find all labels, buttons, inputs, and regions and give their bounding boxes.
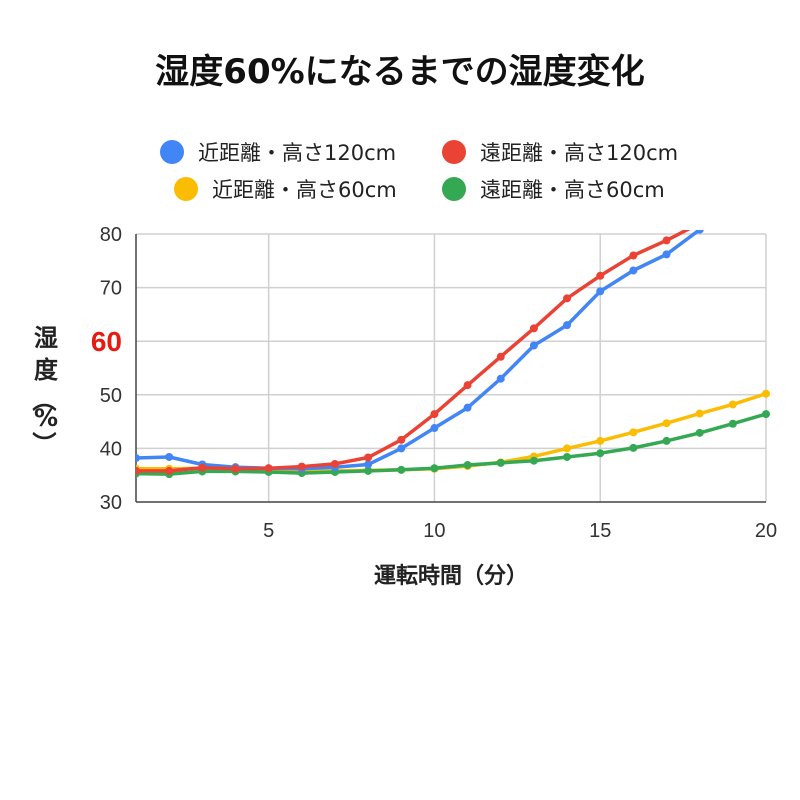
y-tick-label: 80 bbox=[100, 224, 122, 246]
legend-marker-icon bbox=[442, 140, 466, 164]
data-point bbox=[397, 465, 406, 474]
data-point bbox=[165, 466, 174, 475]
data-point bbox=[662, 419, 671, 428]
y-tick-label: 30 bbox=[100, 492, 122, 514]
legend-item-far-60: 遠距離・高さ60cm bbox=[442, 174, 665, 204]
data-point bbox=[662, 236, 671, 245]
data-point bbox=[762, 187, 770, 195]
data-point bbox=[297, 462, 306, 471]
data-point bbox=[463, 461, 472, 470]
data-point bbox=[563, 452, 572, 461]
series-line bbox=[136, 391, 768, 474]
data-point bbox=[563, 444, 572, 453]
data-point bbox=[695, 230, 704, 234]
legend-label: 近距離・高さ60cm bbox=[212, 178, 397, 202]
data-point bbox=[563, 321, 572, 330]
data-point bbox=[762, 389, 770, 398]
data-point bbox=[529, 341, 538, 350]
data-point bbox=[596, 271, 605, 280]
y-axis-label-paren: ） bbox=[29, 431, 58, 456]
legend-marker-icon bbox=[160, 140, 184, 164]
data-point bbox=[596, 449, 605, 458]
data-point bbox=[364, 453, 373, 462]
data-point bbox=[430, 424, 439, 433]
legend-item-far-120: 遠距離・高さ120cm bbox=[442, 137, 678, 167]
data-point bbox=[136, 454, 140, 463]
y-axis-label-char: % bbox=[33, 404, 59, 432]
data-point bbox=[165, 452, 174, 461]
legend-label: 遠距離・高さ120cm bbox=[480, 141, 679, 165]
legend-item-near-60: 近距離・高さ60cm bbox=[174, 174, 397, 204]
x-tick-label: 20 bbox=[755, 520, 777, 542]
y-axis-label-char: 湿 bbox=[34, 324, 58, 352]
y-tick-label: 50 bbox=[100, 385, 122, 407]
y-tick-label: 40 bbox=[100, 438, 122, 460]
data-point bbox=[728, 400, 737, 409]
x-tick-label: 5 bbox=[263, 520, 274, 542]
data-point bbox=[529, 456, 538, 465]
data-point bbox=[397, 444, 406, 453]
data-point bbox=[629, 428, 638, 437]
legend-item-near-120: 近距離・高さ120cm bbox=[160, 137, 396, 167]
data-point bbox=[136, 466, 140, 475]
legend-label: 近距離・高さ120cm bbox=[198, 141, 397, 165]
data-point bbox=[364, 460, 373, 469]
data-point bbox=[430, 410, 439, 419]
data-point bbox=[463, 403, 472, 412]
series-line bbox=[136, 412, 768, 476]
x-axis-label: 運転時間（分） bbox=[373, 564, 528, 589]
data-point bbox=[330, 459, 339, 468]
data-point bbox=[364, 466, 373, 475]
legend-marker-icon bbox=[174, 177, 198, 201]
data-point bbox=[629, 266, 638, 275]
x-tick-label: 15 bbox=[589, 520, 611, 542]
data-point bbox=[695, 428, 704, 437]
data-point bbox=[596, 436, 605, 445]
data-point bbox=[762, 192, 770, 200]
x-tick-label: 10 bbox=[423, 520, 445, 542]
chart-title: 湿度60%になるまでの湿度変化 bbox=[155, 52, 645, 92]
series-line bbox=[136, 230, 691, 473]
data-point bbox=[696, 219, 704, 227]
data-point bbox=[629, 443, 638, 452]
data-point bbox=[563, 294, 572, 303]
data-point bbox=[629, 251, 638, 260]
data-point bbox=[231, 464, 240, 473]
data-point bbox=[496, 458, 505, 467]
data-point bbox=[496, 374, 505, 383]
data-point bbox=[729, 209, 737, 217]
legend-marker-icon bbox=[442, 177, 466, 201]
data-point bbox=[662, 250, 671, 259]
legend-label: 遠距離・高さ60cm bbox=[480, 178, 665, 202]
data-point bbox=[529, 324, 538, 333]
y-tick-label-highlight: 60 bbox=[91, 326, 122, 357]
data-point bbox=[695, 409, 704, 418]
y-axis-label-char: 度 bbox=[34, 356, 58, 384]
data-point bbox=[397, 435, 406, 444]
data-point bbox=[430, 464, 439, 473]
y-tick-label: 70 bbox=[100, 278, 122, 300]
data-point bbox=[496, 352, 505, 361]
data-point bbox=[463, 381, 472, 390]
data-point bbox=[198, 463, 207, 472]
data-point bbox=[264, 464, 273, 473]
data-point bbox=[662, 436, 671, 445]
data-point bbox=[762, 410, 770, 419]
data-point bbox=[596, 287, 605, 296]
data-point bbox=[728, 419, 737, 428]
data-point bbox=[729, 203, 737, 211]
